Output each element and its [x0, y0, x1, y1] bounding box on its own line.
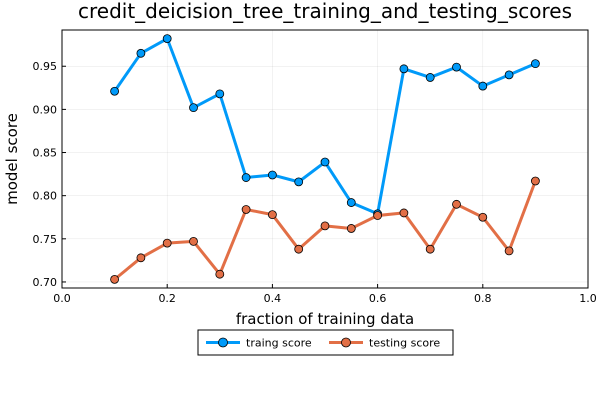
y-tick-label: 0.95	[33, 60, 58, 73]
legend-box	[197, 329, 454, 356]
data-point	[267, 170, 277, 180]
axis-ticks: 0.0 0.2 0.4 0.6 0.8 1.0 0.70 0.75 0.80 0.85 0.90 0.…	[33, 60, 597, 305]
data-point	[294, 244, 304, 254]
data-point	[267, 210, 277, 220]
data-point	[215, 89, 225, 99]
data-point	[136, 48, 146, 58]
data-point	[399, 208, 409, 218]
y-tick-label: 0.80	[33, 190, 58, 203]
data-point	[504, 70, 514, 80]
y-tick-label: 0.85	[33, 147, 58, 160]
data-point	[504, 246, 514, 256]
data-point	[478, 81, 488, 91]
series-testing	[110, 176, 540, 284]
data-point	[136, 253, 146, 263]
data-point	[425, 244, 435, 254]
data-point	[531, 176, 540, 186]
y-tick-label: 0.90	[33, 103, 58, 116]
legend-entry: testing score	[329, 337, 440, 350]
data-point	[531, 59, 540, 69]
y-tick-label: 0.70	[33, 276, 58, 289]
x-tick-label: 1.0	[579, 292, 597, 305]
data-point	[373, 211, 383, 220]
x-axis-label: fraction of training data	[236, 310, 414, 328]
legend-entry: traing score	[206, 337, 312, 350]
data-point	[162, 34, 172, 44]
data-point	[425, 73, 435, 82]
x-tick-label: 0.4	[264, 292, 282, 305]
data-point	[215, 269, 225, 279]
legend-marker	[218, 337, 228, 348]
legend-marker	[341, 337, 351, 348]
legend: traing score testing score	[197, 329, 454, 356]
data-point	[320, 221, 330, 231]
plot-frame	[61, 29, 589, 289]
data-point	[241, 205, 251, 214]
data-point	[346, 198, 356, 207]
series-layer	[110, 34, 540, 284]
data-point	[110, 86, 119, 96]
data-point	[478, 212, 488, 222]
y-axis-label: model score	[3, 113, 21, 205]
data-point	[294, 177, 304, 187]
legend-label: testing score	[369, 337, 440, 350]
data-point	[346, 224, 356, 233]
chart-title: credit_deicision_tree_training_and_testi…	[78, 0, 572, 23]
legend-label: traing score	[246, 337, 312, 350]
data-point	[320, 157, 330, 167]
x-tick-label: 0.0	[53, 292, 71, 305]
series-training	[110, 34, 540, 219]
data-point	[162, 238, 172, 248]
data-point	[452, 62, 461, 72]
x-tick-label: 0.2	[158, 292, 176, 305]
x-tick-label: 0.6	[369, 292, 387, 305]
data-point	[399, 64, 409, 74]
y-tick-label: 0.75	[33, 233, 58, 246]
series-line	[113, 37, 536, 216]
data-point	[189, 237, 198, 246]
data-point	[189, 103, 198, 113]
x-tick-label: 0.8	[474, 292, 492, 305]
data-point	[452, 199, 461, 209]
data-point	[110, 274, 119, 284]
data-point	[241, 173, 251, 182]
